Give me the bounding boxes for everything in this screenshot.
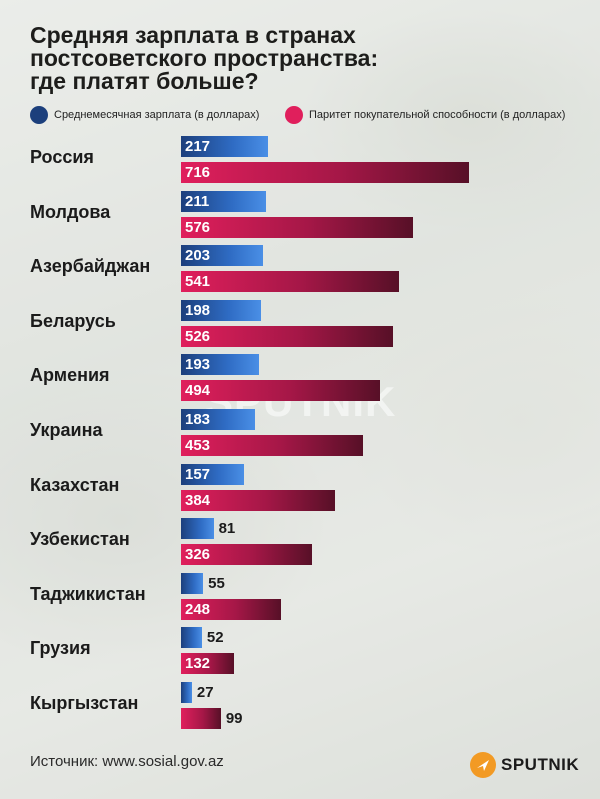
title-line-2: постсоветского пространства: — [30, 45, 379, 71]
salary-bar — [181, 682, 192, 703]
legend-salary-label: Среднемесячная зарплата (в долларах) — [54, 109, 260, 121]
ppp-bar — [181, 271, 399, 293]
country-label: Таджикистан — [30, 583, 146, 604]
ppp-value-label: 541 — [185, 273, 211, 291]
country-label: Грузия — [30, 638, 91, 659]
ppp-value-label: 453 — [185, 437, 211, 454]
salary-bar — [181, 627, 202, 649]
salary-value-label: 81 — [218, 520, 236, 538]
ppp-value-label: 576 — [185, 218, 211, 236]
salary-bar — [181, 299, 261, 321]
country-label: Узбекистан — [30, 529, 130, 550]
ppp-bar — [181, 216, 413, 238]
salary-bar — [181, 409, 255, 430]
title-line-1: Средняя зарплата в странах — [30, 22, 356, 48]
ppp-value-label: 326 — [185, 546, 211, 564]
country-label: Кыргызстан — [30, 693, 139, 713]
ppp-bar — [181, 435, 364, 456]
legend-salary: Среднемесячная зарплата (в долларах) — [30, 106, 259, 124]
country-label: Армения — [30, 365, 110, 386]
salary-bar — [181, 136, 269, 157]
chart-title: Средняя зарплата в странах постсоветског… — [30, 24, 590, 93]
country-label: Казахстан — [30, 474, 120, 495]
salary-value-label: 52 — [206, 629, 224, 647]
salary-value-label: 55 — [208, 574, 225, 592]
legend-salary-dot — [30, 106, 48, 124]
ppp-bar — [181, 544, 313, 566]
salary-value-label: 211 — [185, 192, 210, 210]
ppp-bar — [181, 380, 380, 402]
country-label: Россия — [30, 147, 94, 167]
ppp-value-label: 494 — [185, 382, 211, 400]
country-label: Беларусь — [30, 310, 116, 331]
ppp-value-label: 99 — [225, 710, 243, 727]
ppp-value-label: 526 — [185, 327, 211, 345]
legend-ppp: Паритет покупательной способности (в дол… — [285, 106, 565, 124]
sputnik-logo-icon — [470, 752, 496, 778]
ppp-bar — [181, 598, 281, 620]
legend-ppp-dot — [285, 106, 303, 124]
salary-bar — [181, 190, 266, 212]
salary-bar — [181, 354, 259, 376]
source-note: Источник: www.sosial.gov.az — [30, 753, 224, 770]
salary-value-label: 183 — [185, 411, 211, 428]
ppp-value-label: 384 — [185, 491, 211, 509]
ppp-bar — [181, 708, 221, 729]
sputnik-logo: SPUTNIK — [470, 752, 579, 778]
salary-value-label: 27 — [196, 684, 214, 701]
country-label: Украина — [30, 420, 103, 440]
salary-bar — [181, 518, 214, 540]
legend-ppp-label: Паритет покупательной способности (в дол… — [309, 109, 566, 121]
country-label: Молдова — [30, 201, 111, 222]
salary-value-label: 217 — [185, 138, 211, 155]
ppp-value-label: 716 — [185, 164, 211, 181]
salary-value-label: 157 — [185, 465, 211, 483]
salary-bar — [181, 245, 263, 267]
ppp-value-label: 248 — [185, 600, 211, 618]
ppp-bar — [181, 325, 393, 347]
sputnik-logo-text: SPUTNIK — [501, 755, 580, 774]
salary-bar — [181, 572, 204, 594]
salary-value-label: 193 — [185, 356, 211, 374]
salary-value-label: 203 — [185, 247, 211, 265]
ppp-bar — [181, 162, 469, 183]
ppp-bar — [181, 489, 336, 511]
salary-value-label: 198 — [185, 301, 211, 319]
title-line-3: где платят больше? — [30, 68, 259, 94]
salary-bar — [181, 463, 245, 485]
ppp-bar — [181, 653, 235, 675]
ppp-value-label: 132 — [185, 655, 211, 673]
country-label: Азербайджан — [30, 256, 151, 277]
